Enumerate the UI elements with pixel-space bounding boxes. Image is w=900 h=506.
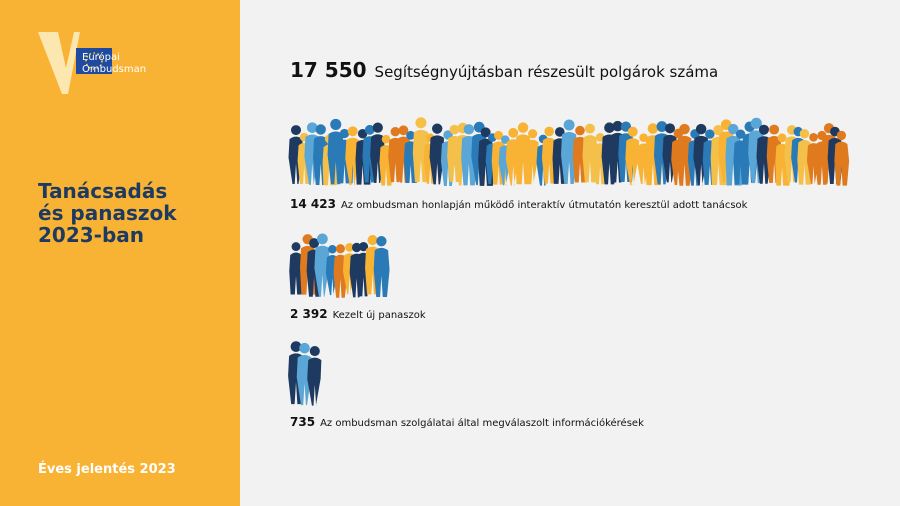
person [345,126,360,186]
person [373,236,390,297]
logo-text: Európai [82,52,120,63]
item-label: 14 423 Az ombudsman honlapján működő inte… [290,193,747,212]
logo [38,32,112,94]
person [541,126,557,184]
footer: Éves jelentés 2023 [38,462,176,477]
item-text: Az ombudsman honlapján működő interaktív… [340,200,748,211]
headline: 17 550 Segítségnyújtásban részesült polgá… [290,58,718,82]
eu-stars [85,52,103,70]
item-text: Kezelt új panaszok [332,310,426,321]
item-label: 2 392 Kezelt új panaszok [290,303,426,322]
person [307,345,322,406]
logo-mark [38,32,80,94]
person [625,126,640,186]
person [561,119,578,185]
title-line: Tanácsadás [38,179,168,203]
person [314,233,330,297]
person [582,123,598,183]
headline-number: 17 550 [290,58,367,82]
person [429,123,444,185]
item-number: 14 423 [290,197,336,211]
title-line: és panaszok [38,201,177,225]
logo-text: Ombudsman [82,64,147,75]
sidebar: Európai Ombudsman Tanácsadás és panaszok… [0,0,240,506]
sidebar-title: Tanácsadás és panaszok 2023-ban [38,180,177,246]
person [834,130,850,186]
item-number: 2 392 [290,307,328,321]
item-number: 735 [290,415,316,429]
item-text: Az ombudsman szolgálatai által megválasz… [320,418,644,429]
person [525,129,539,184]
person [296,342,312,406]
headline-text: Segítségnyújtásban részesült polgárok sz… [374,63,719,81]
title-line: 2023-ban [38,223,145,247]
item-label: 735 Az ombudsman szolgálatai által megvál… [290,411,644,430]
